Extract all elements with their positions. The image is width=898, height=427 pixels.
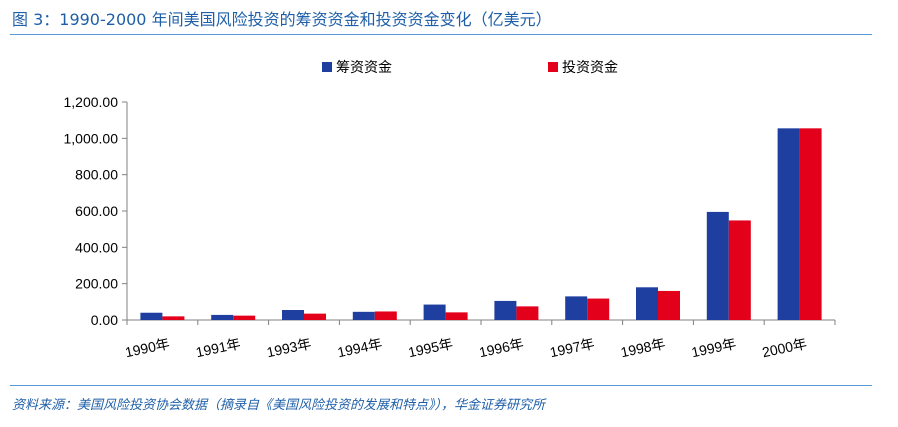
bar-raised [777, 128, 800, 320]
x-tick-label: 1991年 [194, 335, 241, 360]
y-tick-label: 200.00 [75, 276, 118, 292]
bar-raised [636, 287, 658, 320]
x-tick-label: 1999年 [690, 335, 737, 360]
y-tick-label: 600.00 [75, 203, 118, 219]
figure-title: 图 3：1990-2000 年间美国风险投资的筹资资金和投资资金变化（亿美元） [12, 10, 552, 29]
bar-invested [304, 313, 326, 320]
bar-invested [445, 312, 468, 320]
x-tick-label: 1993年 [265, 335, 312, 360]
bar-raised [140, 312, 163, 320]
bar-raised [494, 300, 517, 320]
bar-raised [211, 314, 234, 320]
x-tick-label: 1998年 [619, 335, 666, 360]
bar-invested [516, 306, 539, 320]
y-tick-label: 0.00 [91, 312, 118, 328]
bar-invested [587, 298, 610, 320]
bar-raised [352, 311, 375, 320]
bar-invested [374, 311, 397, 320]
bar-raised [565, 296, 588, 320]
bar-invested [658, 290, 680, 320]
bar-raised [282, 310, 304, 320]
legend-label: 投资资金 [562, 59, 618, 75]
y-tick-label: 400.00 [75, 239, 118, 255]
legend-swatch [548, 62, 558, 72]
bar-invested [799, 128, 822, 320]
y-tick-label: 800.00 [75, 167, 118, 183]
x-tick-label: 1996年 [478, 335, 525, 360]
x-tick-label: 1997年 [548, 335, 595, 360]
y-tick-label: 1,200.00 [64, 94, 119, 110]
x-tick-label: 1994年 [336, 335, 383, 360]
x-tick-label: 1990年 [124, 335, 171, 360]
bar-chart: 0.00 200.00 400.00 600.00 800.00 1,000.00 1,20… [64, 59, 836, 360]
y-tick-label: 1,000.00 [64, 130, 119, 146]
bar-invested [233, 315, 256, 320]
title-divider [10, 34, 872, 35]
legend-swatch [322, 62, 332, 72]
bar-raised [423, 304, 446, 320]
bar-invested [162, 316, 185, 320]
source-note: 资料来源：美国风险投资协会数据（摘录自《美国风险投资的发展和特点》），华金证券研… [12, 398, 546, 413]
source-divider [10, 385, 872, 386]
bar-invested [728, 220, 751, 320]
bar-raised [706, 211, 729, 320]
x-tick-label: 2000年 [761, 335, 808, 360]
x-tick-label: 1995年 [407, 335, 454, 360]
legend-label: 筹资资金 [336, 59, 392, 75]
